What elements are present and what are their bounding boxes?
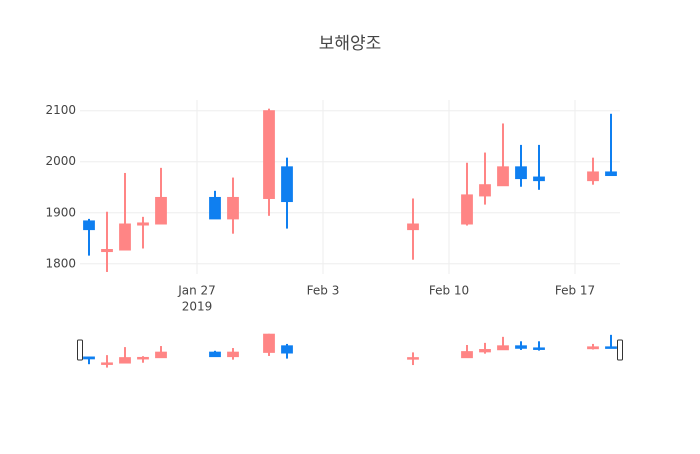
main-body — [83, 220, 95, 231]
y-tick-label: 2000 — [45, 154, 76, 168]
slider-body — [497, 345, 509, 351]
range-slider-handle[interactable] — [617, 339, 623, 361]
range-slider-handle[interactable] — [77, 339, 83, 361]
slider-body — [605, 346, 617, 349]
slider-body — [227, 351, 239, 358]
slider-body — [83, 356, 95, 360]
main-body — [101, 249, 113, 253]
main-body — [587, 171, 599, 182]
main-body — [281, 166, 293, 203]
slider-body — [209, 351, 221, 358]
x-year-label: 2019 — [182, 300, 213, 314]
slider-body — [137, 356, 149, 360]
slider-body — [101, 362, 113, 365]
main-body — [137, 222, 149, 226]
slider-body — [461, 351, 473, 359]
x-tick-label: Feb 3 — [307, 284, 340, 298]
slider-body — [587, 346, 599, 350]
main-body — [407, 223, 419, 231]
slider-body — [263, 333, 275, 353]
main-body — [461, 194, 473, 225]
main-body — [119, 223, 131, 251]
main-body — [479, 184, 491, 197]
main-body — [515, 166, 527, 180]
x-tick-label: Feb 10 — [429, 284, 469, 298]
main-body — [605, 171, 617, 177]
main-body — [263, 110, 275, 199]
slider-body — [533, 347, 545, 350]
main-body — [155, 196, 167, 225]
y-tick-label: 1800 — [45, 256, 76, 270]
main-body — [227, 196, 239, 220]
slider-body — [155, 351, 167, 359]
main-body — [497, 166, 509, 187]
main-body — [209, 196, 221, 220]
y-tick-label: 1900 — [45, 205, 76, 219]
chart-title: 보해양조 — [319, 34, 382, 54]
slider-body — [479, 349, 491, 353]
slider-body — [281, 345, 293, 354]
main-body — [533, 176, 545, 182]
slider-body — [407, 357, 419, 360]
x-tick-label: Feb 17 — [555, 284, 595, 298]
slider-body — [515, 345, 527, 349]
y-tick-label: 2100 — [45, 103, 76, 117]
slider-body — [119, 357, 131, 364]
x-tick-label: Jan 27 — [177, 284, 216, 298]
